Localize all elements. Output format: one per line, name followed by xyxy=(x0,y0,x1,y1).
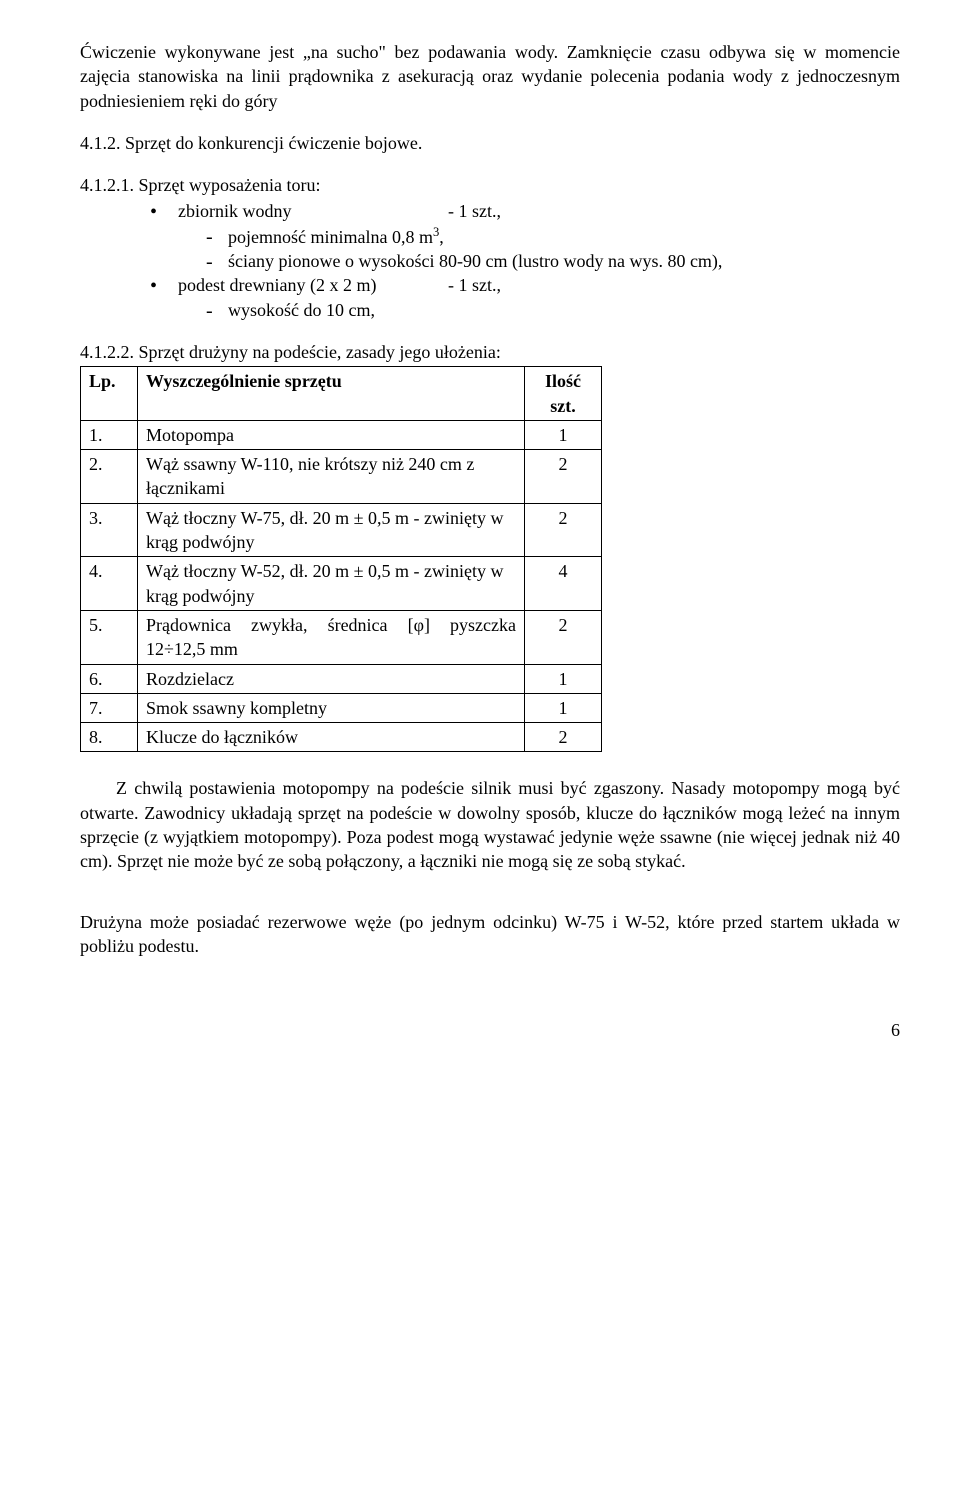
cell-lp: 3. xyxy=(81,503,138,557)
cell-qty: 2 xyxy=(525,450,602,504)
bullet-value: - 1 szt., xyxy=(448,273,501,297)
table-header-row: Lp. Wyszczególnienie sprzętu Ilość szt. xyxy=(81,367,602,421)
cell-qty: 1 xyxy=(525,664,602,693)
col-header-lp: Lp. xyxy=(81,367,138,421)
sub-item: ściany pionowe o wysokości 80-90 cm (lus… xyxy=(206,249,900,273)
intro-paragraph: Ćwiczenie wykonywane jest „na sucho" bez… xyxy=(80,40,900,113)
page-number: 6 xyxy=(80,1018,900,1042)
cell-item: Wąż tłoczny W-75, dł. 20 m ± 0,5 m - zwi… xyxy=(138,503,525,557)
col-header-item: Wyszczególnienie sprzętu xyxy=(138,367,525,421)
cell-lp: 1. xyxy=(81,420,138,449)
paragraph-rules: Z chwilą postawienia motopompy na podeśc… xyxy=(80,776,900,873)
equipment-list-track: zbiornik wodny - 1 szt., pojemność minim… xyxy=(80,199,900,321)
heading-4-1-2: 4.1.2. Sprzęt do konkurencji ćwiczenie b… xyxy=(80,131,900,155)
cell-item: Wąż tłoczny W-52, dł. 20 m ± 0,5 m - zwi… xyxy=(138,557,525,611)
col-header-qty: Ilość szt. xyxy=(525,367,602,421)
table-row: 2. Wąż ssawny W-110, nie krótszy niż 240… xyxy=(81,450,602,504)
sub-item: wysokość do 10 cm, xyxy=(206,298,900,322)
cell-lp: 5. xyxy=(81,610,138,664)
cell-qty: 1 xyxy=(525,420,602,449)
heading-4-1-2-2: 4.1.2.2. Sprzęt drużyny na podeście, zas… xyxy=(134,340,900,364)
cell-lp: 2. xyxy=(81,450,138,504)
table-row: 6. Rozdzielacz 1 xyxy=(81,664,602,693)
table-row: 7. Smok ssawny kompletny 1 xyxy=(81,693,602,722)
cell-lp: 7. xyxy=(81,693,138,722)
list-item: podest drewniany (2 x 2 m) - 1 szt., wys… xyxy=(150,273,900,322)
cell-qty: 2 xyxy=(525,503,602,557)
table-row: 5. Prądownica zwykła, średnica [φ] pyszc… xyxy=(81,610,602,664)
bullet-label: podest drewniany (2 x 2 m) xyxy=(178,273,448,297)
cell-lp: 4. xyxy=(81,557,138,611)
sub-item: pojemność minimalna 0,8 m3, xyxy=(206,224,900,249)
list-item: zbiornik wodny - 1 szt., pojemność minim… xyxy=(150,199,900,273)
cell-item: Rozdzielacz xyxy=(138,664,525,693)
bullet-value: - 1 szt., xyxy=(448,199,501,223)
cell-qty: 2 xyxy=(525,723,602,752)
cell-item: Prądownica zwykła, średnica [φ] pyszczka… xyxy=(138,610,525,664)
equipment-table: Lp. Wyszczególnienie sprzętu Ilość szt. … xyxy=(80,366,602,752)
cell-qty: 1 xyxy=(525,693,602,722)
cell-qty: 4 xyxy=(525,557,602,611)
cell-item: Wąż ssawny W-110, nie krótszy niż 240 cm… xyxy=(138,450,525,504)
heading-4-1-2-1: 4.1.2.1. Sprzęt wyposażenia toru: xyxy=(80,173,900,197)
table-row: 4. Wąż tłoczny W-52, dł. 20 m ± 0,5 m - … xyxy=(81,557,602,611)
cell-qty: 2 xyxy=(525,610,602,664)
table-row: 3. Wąż tłoczny W-75, dł. 20 m ± 0,5 m - … xyxy=(81,503,602,557)
cell-item: Smok ssawny kompletny xyxy=(138,693,525,722)
cell-lp: 8. xyxy=(81,723,138,752)
table-row: 1. Motopompa 1 xyxy=(81,420,602,449)
cell-item: Motopompa xyxy=(138,420,525,449)
bullet-label: zbiornik wodny xyxy=(178,199,448,223)
cell-lp: 6. xyxy=(81,664,138,693)
paragraph-reserve: Drużyna może posiadać rezerwowe węże (po… xyxy=(80,910,900,959)
cell-item: Klucze do łączników xyxy=(138,723,525,752)
table-row: 8. Klucze do łączników 2 xyxy=(81,723,602,752)
